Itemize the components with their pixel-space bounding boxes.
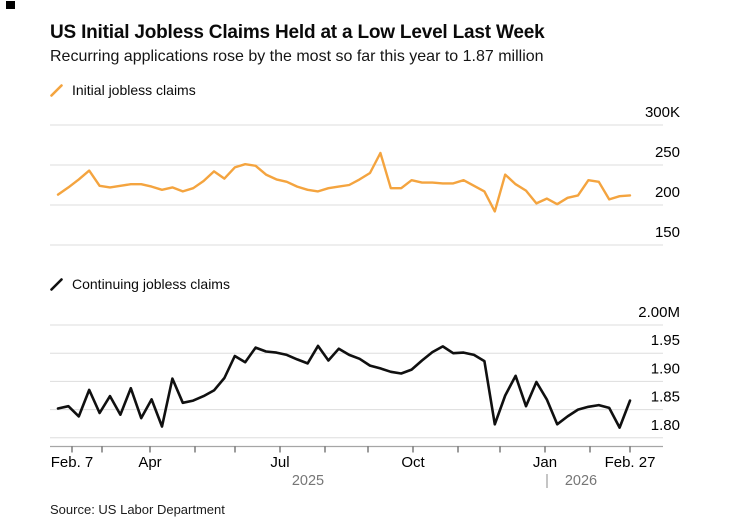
y-axis-label: 250	[655, 144, 680, 161]
source-note: Source: US Labor Department	[50, 502, 225, 517]
initial-jobless-claims-line	[56, 151, 632, 213]
legend-label-continuing: Continuing jobless claims	[72, 276, 230, 292]
initial-claims-chart: 300K 250 200 150	[50, 104, 680, 246]
y-axis-label: 200	[655, 184, 680, 201]
x-axis-label: Jul	[270, 454, 289, 471]
x-axis-label: Oct	[401, 454, 425, 471]
y-axis-label: 1.95	[651, 332, 680, 349]
chart-title: US Initial Jobless Claims Held at a Low …	[50, 22, 545, 43]
initial-claims-legend-slash-icon	[50, 83, 63, 97]
chart-subtitle: Recurring applications rose by the most …	[50, 48, 544, 65]
x-axis-label: Apr	[138, 454, 161, 471]
legend-label-initial: Initial jobless claims	[72, 82, 196, 98]
year-label: 2026	[565, 473, 597, 489]
x-axis-label: Jan	[533, 454, 557, 471]
y-axis-label: 150	[655, 224, 680, 241]
y-axis-label: 1.85	[651, 389, 680, 406]
y-axis-label: 1.80	[651, 417, 680, 434]
y-axis-label: 1.90	[651, 360, 680, 377]
year-label: 2025	[292, 473, 324, 489]
legend-continuing-claims: Continuing jobless claims	[50, 276, 230, 292]
x-axis-label: Feb. 7	[51, 454, 94, 471]
continuing-claims-legend-slash-icon	[50, 277, 63, 291]
continuing-claims-chart: 2.00M 1.95 1.90 1.85 1.80 Feb. 7 Apr Jul Oct Jan F…	[50, 304, 680, 489]
y-axis-label: 300K	[645, 104, 680, 121]
y-axis-label: 2.00M	[638, 304, 680, 321]
continuing-jobless-claims-line	[56, 344, 632, 429]
legend-initial-claims: Initial jobless claims	[50, 82, 196, 98]
x-axis-label: Feb. 27	[605, 454, 656, 471]
brand-mark	[6, 1, 15, 9]
